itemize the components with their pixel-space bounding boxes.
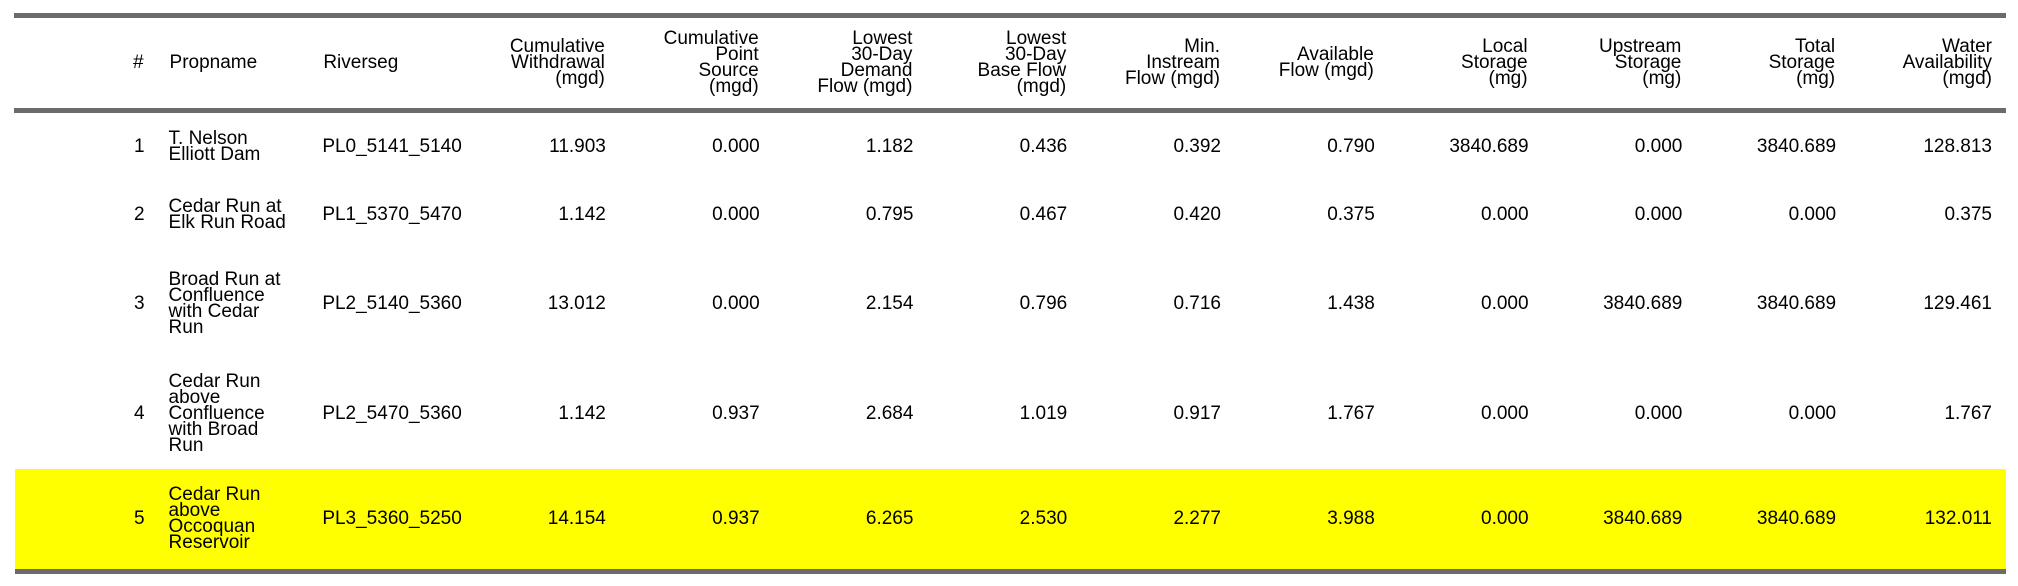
- header-lowest-base-flow: Lowest 30-Day Base Flow (mgd): [926, 15, 1082, 111]
- header-cumulative-point-source: Cumulative Point Source (mgd): [618, 15, 774, 111]
- cell-upstream-storage: 0.000: [1634, 204, 1683, 225]
- table-row: 1 T. Nelson Elliott Dam PL0_5141_5140 11…: [15, 111, 2006, 182]
- cell-lowest-base-flow: 0.796: [1019, 293, 1068, 314]
- cell-water-availability: 129.461: [1923, 293, 1992, 314]
- cell-total-storage: 0.000: [1788, 403, 1837, 424]
- cell-cumulative-point-source: 0.000: [712, 204, 760, 225]
- header-upstream-storage: Upstream Storage (mg): [1541, 15, 1697, 111]
- cell-lowest-demand-flow: 2.684: [865, 403, 914, 424]
- header-propname: Propname: [157, 15, 313, 111]
- table-row: 3 Broad Run at Confluence with Cedar Run…: [15, 249, 2006, 359]
- table-body: 1 T. Nelson Elliott Dam PL0_5141_5140 11…: [15, 111, 2006, 572]
- header-riverseg: Riverseg: [311, 15, 467, 111]
- cell-water-availability: 0.375: [1944, 204, 1992, 225]
- cell-local-storage: 0.000: [1388, 469, 1543, 572]
- cell-lowest-demand-flow: 6.265: [773, 469, 928, 572]
- cell-total-storage: 3840.689: [1756, 136, 1837, 157]
- water-availability-table-container: # Propname Riverseg Cumulative Withdrawa…: [14, 13, 2006, 574]
- cell-min-instream-flow: 0.392: [1173, 136, 1221, 157]
- cell-riverseg: PL2_5470_5360: [322, 403, 462, 424]
- cell-lowest-demand-flow: 0.795: [865, 204, 914, 225]
- cell-water-availability: 128.813: [1923, 136, 1992, 157]
- table-row-highlighted: 5 Cedar Run above Occoquan Reservoir PL3…: [15, 469, 2006, 572]
- cell-cumulative-point-source: 0.000: [712, 293, 760, 314]
- cell-available-flow: 0.375: [1327, 204, 1375, 225]
- cell-total-storage: 0.000: [1788, 204, 1837, 225]
- cell-lowest-demand-flow: 2.154: [865, 293, 914, 314]
- cell-available-flow: 1.438: [1327, 293, 1375, 314]
- cell-upstream-storage: 3840.689: [1603, 293, 1683, 314]
- cell-available-flow: 1.767: [1327, 403, 1375, 424]
- header-total-storage: Total Storage (mg): [1695, 15, 1851, 111]
- cell-available-flow: 3.988: [1235, 469, 1389, 572]
- cell-water-availability: 1.767: [1944, 403, 1992, 424]
- cell-riverseg: PL2_5140_5360: [322, 293, 462, 314]
- header-row: # Propname Riverseg Cumulative Withdrawa…: [14, 15, 2006, 111]
- cell-upstream-storage: 3840.689: [1542, 469, 1697, 572]
- cell-local-storage: 0.000: [1481, 293, 1529, 314]
- cell-water-availability: 132.011: [1850, 469, 2006, 572]
- cell-riverseg: PL0_5141_5140: [322, 136, 462, 157]
- cell-total-storage: 3840.689: [1756, 293, 1837, 314]
- header-available-flow: Available Flow (mgd): [1234, 15, 1389, 111]
- cell-local-storage: 3840.689: [1449, 136, 1529, 157]
- cell-riverseg: PL3_5360_5250: [312, 469, 467, 572]
- cell-index: 5: [15, 469, 159, 572]
- cell-cumulative-withdrawal: 1.142: [558, 403, 606, 424]
- cell-cumulative-point-source: 0.937: [619, 469, 774, 572]
- cell-propname: Broad Run at Confluence with Cedar Run: [168, 269, 281, 338]
- cell-cumulative-withdrawal: 11.903: [549, 136, 606, 157]
- header-local-storage: Local Storage (mg): [1387, 15, 1543, 111]
- header-cumulative-withdrawal: Cumulative Withdrawal (mgd): [465, 15, 620, 111]
- cell-index: 4: [133, 403, 145, 424]
- cell-cumulative-point-source: 0.937: [712, 403, 760, 424]
- header-lowest-demand-flow: Lowest 30-Day Demand Flow (mgd): [772, 15, 928, 111]
- cell-lowest-base-flow: 2.530: [927, 469, 1082, 572]
- cell-lowest-base-flow: 0.436: [1019, 136, 1068, 157]
- cell-available-flow: 0.790: [1327, 136, 1375, 157]
- cell-riverseg: PL1_5370_5470: [322, 204, 462, 225]
- cell-min-instream-flow: 0.420: [1173, 204, 1221, 225]
- cell-lowest-base-flow: 0.467: [1019, 204, 1068, 225]
- header-water-availability: Water Availability (mgd): [1849, 15, 2006, 111]
- cell-total-storage: 3840.689: [1696, 469, 1851, 572]
- header-index: #: [14, 15, 159, 111]
- cell-lowest-demand-flow: 1.182: [865, 136, 914, 157]
- header-min-instream-flow: Min. Instream Flow (mgd): [1080, 15, 1235, 111]
- cell-cumulative-withdrawal: 13.012: [547, 293, 606, 314]
- cell-lowest-base-flow: 1.019: [1019, 403, 1068, 424]
- cell-index: 2: [133, 204, 145, 225]
- cell-min-instream-flow: 2.277: [1081, 469, 1235, 572]
- cell-cumulative-withdrawal: 1.142: [558, 204, 606, 225]
- cell-propname: Cedar Run above Confluence with Broad Ru…: [168, 371, 265, 456]
- cell-cumulative-point-source: 0.000: [712, 136, 760, 157]
- cell-index: 1: [133, 136, 145, 157]
- cell-propname: Cedar Run at Elk Run Road: [168, 196, 286, 233]
- cell-upstream-storage: 0.000: [1634, 136, 1683, 157]
- cell-local-storage: 0.000: [1481, 403, 1529, 424]
- cell-cumulative-withdrawal: 14.154: [466, 469, 620, 572]
- cell-propname: T. Nelson Elliott Dam: [168, 128, 261, 165]
- table-row: 2 Cedar Run at Elk Run Road PL1_5370_547…: [15, 181, 2006, 249]
- water-availability-table: # Propname Riverseg Cumulative Withdrawa…: [14, 13, 2006, 574]
- table-header: # Propname Riverseg Cumulative Withdrawa…: [14, 15, 2006, 111]
- cell-min-instream-flow: 0.716: [1173, 293, 1221, 314]
- cell-upstream-storage: 0.000: [1634, 403, 1683, 424]
- table-row: 4 Cedar Run above Confluence with Broad …: [15, 359, 2006, 469]
- cell-index: 3: [133, 293, 145, 314]
- cell-local-storage: 0.000: [1481, 204, 1529, 225]
- cell-min-instream-flow: 0.917: [1173, 403, 1221, 424]
- cell-propname: Cedar Run above Occoquan Reservoir: [158, 469, 313, 572]
